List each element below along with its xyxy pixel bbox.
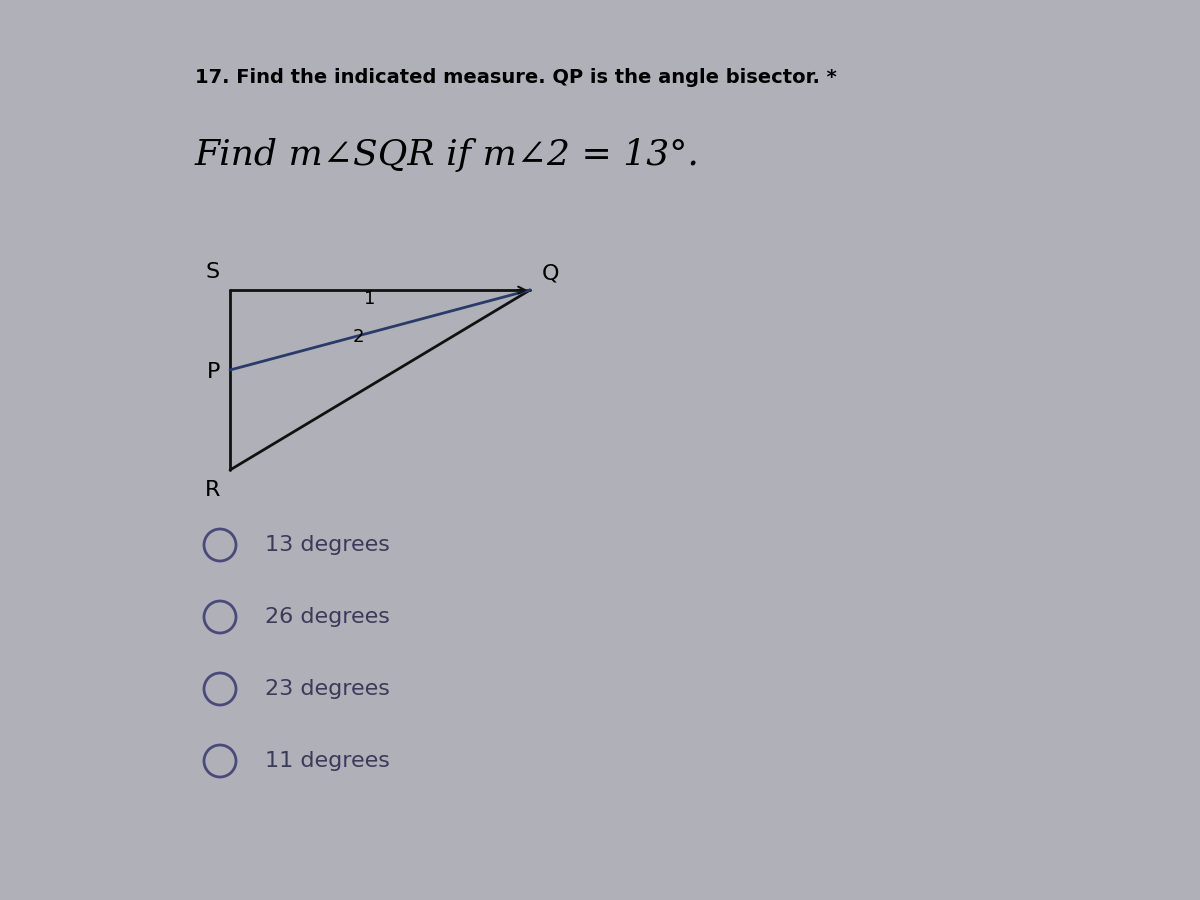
Text: Q: Q <box>542 264 559 284</box>
Text: 1: 1 <box>365 290 376 308</box>
Text: R: R <box>205 480 220 500</box>
Text: P: P <box>206 362 220 382</box>
Text: Find m∠SQR if m∠2 = 13°.: Find m∠SQR if m∠2 = 13°. <box>194 138 700 172</box>
Text: 26 degrees: 26 degrees <box>265 607 390 627</box>
Text: 17. Find the indicated measure. QP is the angle bisector. *: 17. Find the indicated measure. QP is th… <box>194 68 836 87</box>
Text: 23 degrees: 23 degrees <box>265 679 390 699</box>
Text: S: S <box>206 262 220 282</box>
Text: 2: 2 <box>353 328 364 346</box>
Text: 11 degrees: 11 degrees <box>265 751 390 771</box>
Text: 13 degrees: 13 degrees <box>265 535 390 555</box>
